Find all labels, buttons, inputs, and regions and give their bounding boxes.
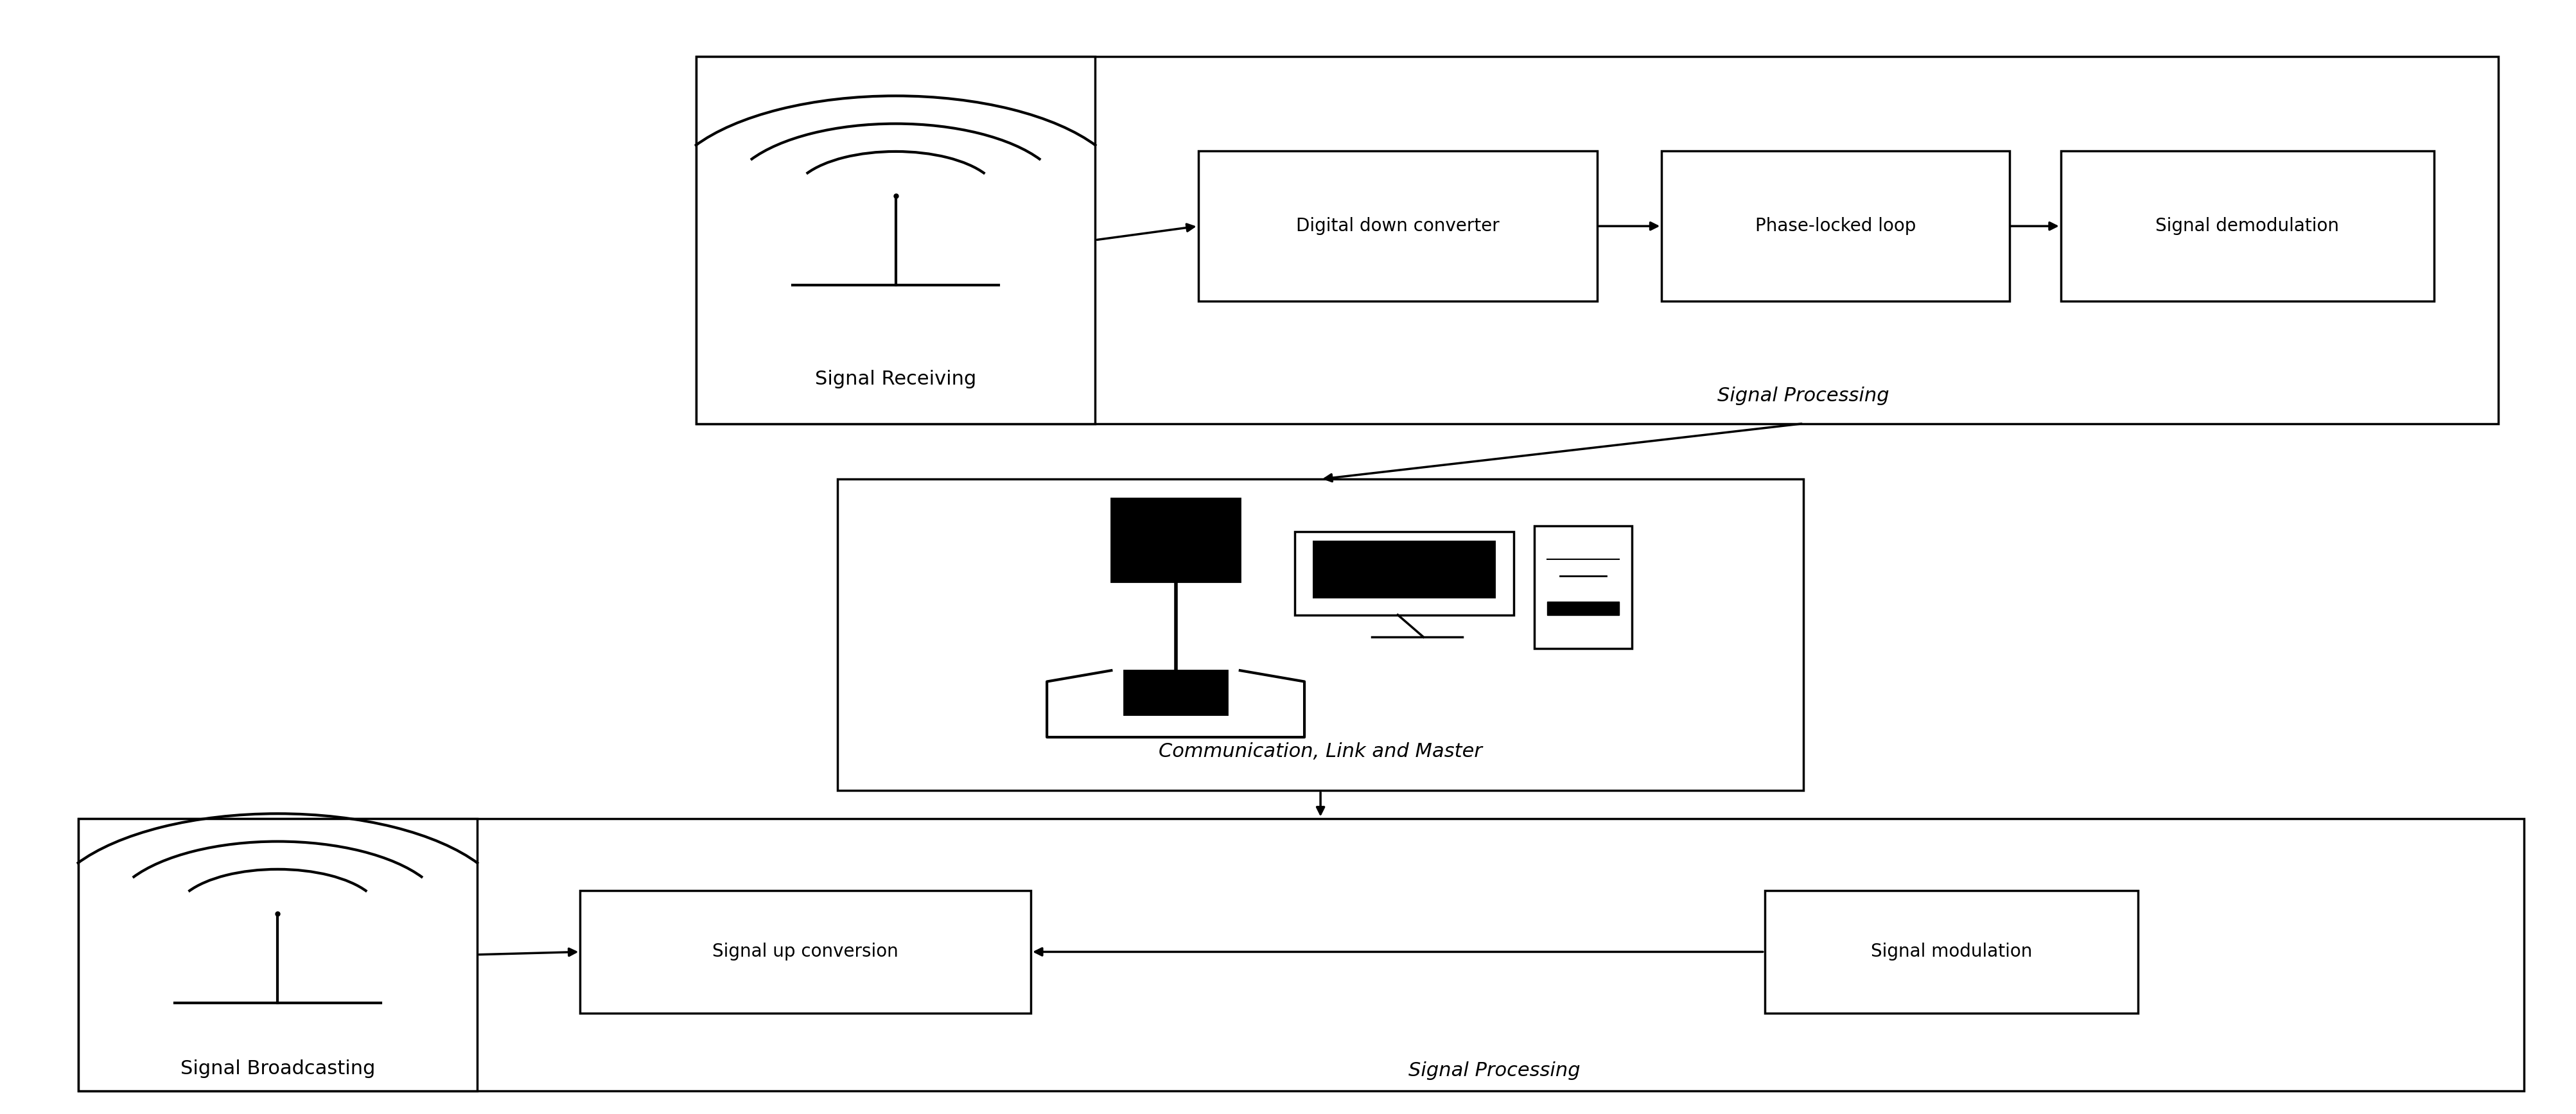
Text: Signal Processing: Signal Processing xyxy=(1409,1062,1579,1081)
FancyBboxPatch shape xyxy=(1533,526,1631,648)
FancyBboxPatch shape xyxy=(1110,498,1239,582)
Text: Signal Processing: Signal Processing xyxy=(1718,387,1888,405)
FancyBboxPatch shape xyxy=(2061,152,2434,301)
Text: Signal demodulation: Signal demodulation xyxy=(2156,217,2339,235)
FancyBboxPatch shape xyxy=(696,57,1095,423)
Text: Signal up conversion: Signal up conversion xyxy=(714,942,899,961)
Text: Phase-locked loop: Phase-locked loop xyxy=(1754,217,1917,235)
FancyBboxPatch shape xyxy=(1293,531,1512,615)
Text: Signal Receiving: Signal Receiving xyxy=(814,370,976,389)
FancyBboxPatch shape xyxy=(77,819,477,1091)
Text: Signal modulation: Signal modulation xyxy=(1870,942,2032,961)
FancyBboxPatch shape xyxy=(1662,152,2009,301)
FancyBboxPatch shape xyxy=(696,57,2499,423)
FancyBboxPatch shape xyxy=(1546,602,1618,615)
Text: Signal Broadcasting: Signal Broadcasting xyxy=(180,1059,376,1078)
Text: Communication, Link and Master: Communication, Link and Master xyxy=(1159,742,1481,761)
FancyBboxPatch shape xyxy=(1311,540,1494,598)
FancyBboxPatch shape xyxy=(837,479,1803,791)
FancyBboxPatch shape xyxy=(1123,671,1226,715)
FancyBboxPatch shape xyxy=(580,891,1030,1013)
Text: Digital down converter: Digital down converter xyxy=(1296,217,1499,235)
FancyBboxPatch shape xyxy=(77,819,2524,1091)
FancyBboxPatch shape xyxy=(1198,152,1597,301)
FancyBboxPatch shape xyxy=(1765,891,2138,1013)
